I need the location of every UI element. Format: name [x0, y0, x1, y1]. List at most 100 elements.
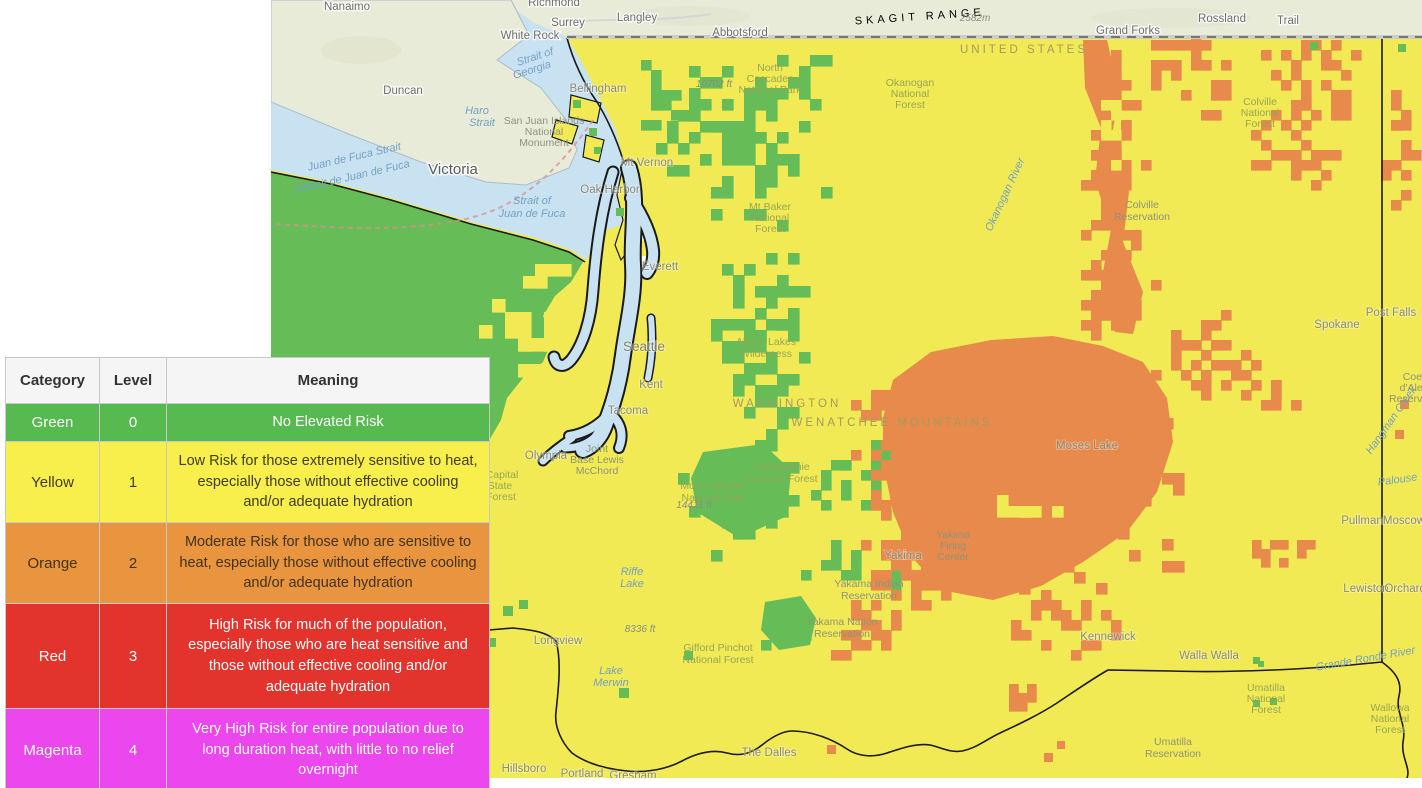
risk-cell-green [810, 55, 822, 67]
risk-cell-orange [1121, 270, 1132, 281]
canada-road [566, 13, 712, 23]
risk-cell-orange [920, 440, 932, 452]
olympic-coast [270, 171, 586, 263]
risk-cell-orange [1231, 370, 1242, 381]
map-label: Seattle [623, 339, 665, 354]
risk-cell-yellow [531, 364, 545, 378]
risk-cell-orange [891, 550, 902, 561]
risk-cell-green [881, 450, 892, 461]
risk-cell-orange [1281, 50, 1292, 61]
risk-cell-green [711, 319, 723, 331]
risk-cell-orange [1031, 600, 1042, 611]
risk-cell-orange [1121, 100, 1132, 111]
map-label: Umatilla [1247, 682, 1285, 694]
risk-cell-orange [1173, 473, 1185, 485]
map-label: Merwin [593, 677, 628, 689]
risk-cell-orange [1251, 360, 1262, 371]
risk-cell-orange [891, 400, 902, 411]
risk-cell-orange [1041, 590, 1052, 601]
risk-cell-orange [1041, 550, 1053, 562]
map-label: Wilderness [740, 348, 792, 360]
risk-cell-green [755, 176, 767, 188]
legend-col-level: Level [99, 357, 167, 404]
risk-cell-orange [1111, 310, 1122, 321]
risk-cell-green [689, 88, 701, 100]
legend-table: Category Level Meaning Green 0 No Elevated R… [5, 357, 490, 788]
risk-cell-orange [1121, 290, 1132, 301]
risk-cell-orange [1401, 150, 1412, 161]
risk-cell-orange [1063, 407, 1075, 419]
risk-cell-orange [921, 550, 932, 561]
risk-cell-orange [1162, 539, 1174, 551]
risk-cell-yellow [535, 264, 548, 277]
risk-cell-orange [1251, 130, 1262, 141]
risk-cell-green [689, 99, 701, 111]
risk-cell-green [831, 540, 842, 551]
risk-cell-orange [931, 528, 943, 540]
heat-risk-map[interactable]: Nanaimo Richmond Surrey Langley White Rock Ab… [270, 0, 1422, 783]
risk-cell-orange [1111, 230, 1122, 241]
risk-cell-orange [1261, 160, 1272, 171]
risk-cell-orange [964, 418, 976, 430]
map-label: National [751, 212, 790, 224]
risk-cell-green [755, 495, 767, 507]
risk-cell-orange [1261, 558, 1271, 568]
mainland-coast [566, 37, 624, 161]
risk-cell-green [651, 120, 662, 131]
risk-cell-orange [1074, 407, 1086, 419]
map-label: Joint [586, 443, 608, 455]
risk-cell-green [777, 319, 789, 331]
legend-category: Red [5, 603, 100, 709]
risk-cell-orange [1121, 300, 1132, 311]
risk-cell-green [766, 319, 778, 331]
risk-cell-orange [975, 528, 987, 540]
map-label: Longview [534, 635, 583, 647]
map-label: National [891, 88, 930, 100]
map-label: Pullman [1341, 515, 1383, 527]
risk-cell-green [744, 407, 756, 419]
risk-cell-orange [1101, 170, 1112, 181]
map-label: d'Alene [1400, 382, 1422, 394]
risk-cell-orange [964, 440, 976, 452]
risk-cell-green [788, 407, 800, 419]
risk-cell-green [744, 330, 756, 342]
risk-cell-green [799, 77, 811, 89]
risk-cell-orange [1271, 150, 1282, 161]
risk-cell-orange [986, 473, 998, 485]
map-label: National Forest [682, 654, 753, 666]
risk-cell-green [766, 385, 778, 397]
risk-cell-orange [921, 560, 932, 571]
map-label: Reservation [1145, 748, 1201, 760]
legend-level: 0 [99, 403, 167, 442]
risk-cell-orange [1052, 517, 1064, 529]
risk-cell-green [831, 560, 842, 571]
risk-cell-green [777, 154, 789, 166]
map-label: Capital [486, 469, 519, 481]
risk-cell-orange [1074, 539, 1086, 551]
risk-cell-orange [1081, 320, 1092, 331]
risk-cell-orange [831, 650, 842, 661]
map-label: 14411 ft [676, 500, 713, 511]
risk-cell-green [689, 110, 701, 122]
risk-cell-green [656, 143, 668, 155]
risk-cell-orange [1096, 429, 1108, 441]
risk-cell-orange [1091, 320, 1102, 331]
risk-cell-green [755, 187, 767, 199]
risk-cell-orange [1041, 363, 1053, 375]
risk-cell-green [788, 165, 800, 177]
risk-cell-orange [1291, 150, 1302, 161]
map-viewport[interactable]: Nanaimo Richmond Surrey Langley White Rock Ab… [270, 0, 1422, 783]
map-label: Portland [561, 768, 604, 778]
risk-cell-orange [1171, 70, 1182, 81]
risk-cell-green [744, 154, 756, 166]
risk-cell-orange [1171, 40, 1182, 51]
risk-cell-yellow [1101, 120, 1112, 131]
map-label: Yakama Nation [806, 616, 877, 628]
map-label: McChord [576, 465, 619, 477]
risk-cell-green [766, 143, 778, 155]
risk-cell-green [722, 154, 734, 166]
risk-cell-orange [881, 630, 892, 641]
risk-cell-orange [1111, 90, 1122, 101]
risk-cell-orange [861, 640, 872, 651]
